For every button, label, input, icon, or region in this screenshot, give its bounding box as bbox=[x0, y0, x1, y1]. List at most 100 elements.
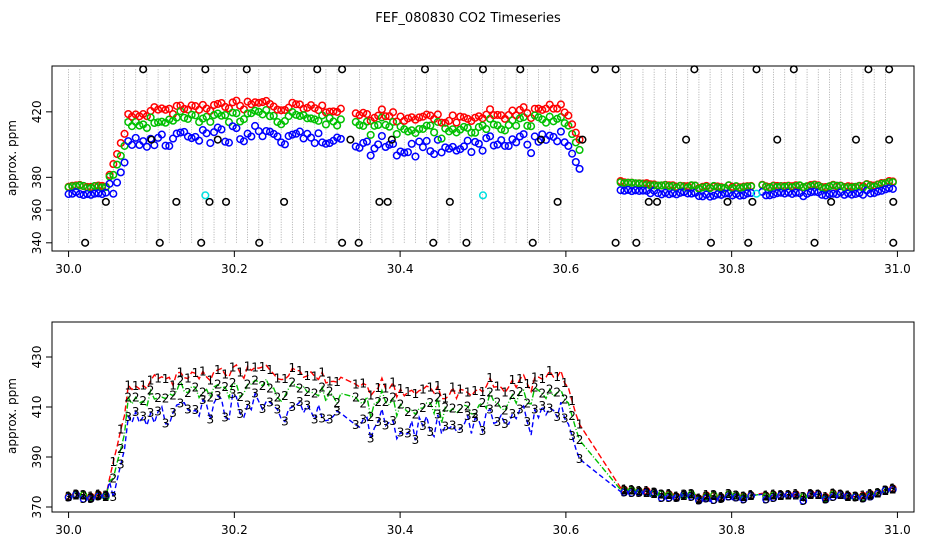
top-series-2-point bbox=[467, 128, 476, 137]
bottom-series-1-marker: 1 bbox=[206, 374, 214, 388]
bottom-series-3-marker: 3 bbox=[814, 488, 822, 502]
bottom-series-1-marker: 1 bbox=[688, 487, 696, 501]
bottom-series-2-marker: 2 bbox=[199, 385, 207, 399]
top-black-mid-point bbox=[375, 197, 384, 206]
top-series-3-point bbox=[627, 187, 636, 196]
top-series-3-point bbox=[318, 138, 327, 147]
bottom-series-2-marker: 2 bbox=[576, 433, 584, 447]
bottom-series-1-marker: 1 bbox=[882, 483, 890, 497]
bottom-series-3-marker: 3 bbox=[673, 491, 681, 505]
top-black-upper-point bbox=[147, 135, 156, 144]
bottom-series-1-marker: 1 bbox=[814, 487, 822, 501]
top-series-3-point bbox=[187, 134, 196, 143]
top-series-3-point bbox=[120, 158, 129, 167]
top-series-3-point bbox=[784, 188, 793, 197]
bottom-series-3-marker: 3 bbox=[382, 419, 390, 433]
top-series-3-point bbox=[418, 143, 427, 152]
top-series-2-point bbox=[687, 181, 696, 190]
bottom-overlay-point bbox=[650, 488, 659, 497]
bottom-series-2-marker: 2 bbox=[665, 488, 673, 502]
top-series-2-point bbox=[389, 117, 398, 126]
bottom-series-1-marker: 1 bbox=[389, 375, 397, 389]
bottom-series-1-marker: 1 bbox=[561, 376, 569, 390]
top-series-2-point bbox=[232, 109, 241, 118]
top-black-upper-point bbox=[885, 135, 894, 144]
top-series-1-point bbox=[571, 128, 580, 137]
top-series-3-point bbox=[803, 189, 812, 198]
top-series-3-point bbox=[321, 139, 330, 148]
top-series-3-point bbox=[657, 190, 666, 199]
bottom-series-2-marker: 2 bbox=[494, 396, 502, 410]
bottom-series-1-marker: 1 bbox=[87, 490, 95, 504]
top-series-3-point bbox=[411, 152, 420, 161]
bottom-overlay-point bbox=[657, 490, 666, 499]
bottom-series-1-marker: 1 bbox=[326, 375, 334, 389]
bottom-series-1-marker: 1 bbox=[259, 360, 267, 374]
top-black-mid-point bbox=[748, 197, 757, 206]
top-black-high-point bbox=[139, 65, 148, 74]
top-black-mid-point bbox=[889, 197, 898, 206]
top-series-3-point bbox=[94, 189, 103, 198]
top-black-mid-point bbox=[222, 197, 231, 206]
top-series-2-point bbox=[262, 105, 271, 115]
bottom-x-tick-label: 30.2 bbox=[221, 523, 248, 537]
bottom-series-3-marker: 3 bbox=[80, 492, 88, 506]
top-series-2-point bbox=[840, 183, 849, 192]
bottom-series-1-marker: 1 bbox=[725, 487, 733, 501]
bottom-series-2-marker: 2 bbox=[206, 390, 214, 404]
bottom-series-2-marker: 2 bbox=[628, 483, 636, 497]
bottom-series-3-marker: 3 bbox=[124, 410, 132, 424]
bottom-series-3-marker: 3 bbox=[184, 403, 192, 417]
top-series-1-point bbox=[362, 109, 372, 119]
top-series-1-point bbox=[556, 100, 565, 109]
bottom-series-2-marker: 2 bbox=[807, 488, 815, 502]
top-series-2-point bbox=[377, 113, 386, 122]
bottom-overlay-point bbox=[79, 495, 88, 503]
bottom-overlay-point bbox=[806, 490, 815, 499]
top-series-1-point bbox=[392, 117, 401, 126]
top-black-high-point bbox=[864, 65, 873, 74]
bottom-series-2-marker: 2 bbox=[65, 490, 73, 504]
bottom-overlay-point bbox=[724, 490, 733, 499]
bottom-series-2-marker: 2 bbox=[867, 488, 875, 502]
top-series-2-point bbox=[709, 181, 718, 191]
top-series-1-point bbox=[538, 105, 547, 114]
bottom-series-2-marker: 2 bbox=[524, 396, 532, 410]
bottom-series-1-marker: 1 bbox=[710, 489, 718, 503]
bottom-series-3-marker: 3 bbox=[441, 419, 449, 433]
top-black-low-point bbox=[528, 238, 537, 247]
bottom-series-3-marker: 3 bbox=[367, 432, 375, 446]
bottom-series-1-marker: 1 bbox=[680, 488, 688, 502]
top-series-3-point bbox=[668, 189, 677, 198]
top-black-mid-point bbox=[205, 197, 214, 206]
bottom-series-1-marker: 1 bbox=[404, 385, 412, 399]
top-series-2-point bbox=[825, 182, 834, 191]
top-series-3-point bbox=[762, 191, 771, 200]
bottom-series-2-marker: 2 bbox=[852, 489, 860, 503]
top-series-1-point bbox=[437, 118, 446, 127]
bottom-series-2-marker: 2 bbox=[117, 442, 125, 456]
top-series-2-point bbox=[541, 118, 551, 127]
bottom-series-2-marker: 2 bbox=[829, 487, 837, 501]
bottom-overlay-point bbox=[724, 492, 733, 501]
top-series-1-point bbox=[187, 101, 196, 110]
bottom-series-3-marker: 3 bbox=[785, 488, 793, 502]
top-black-low-point bbox=[744, 238, 753, 247]
bottom-series-2-marker: 2 bbox=[333, 396, 341, 410]
bottom-series-2-marker: 2 bbox=[486, 386, 494, 400]
bottom-series-3-marker: 3 bbox=[318, 412, 326, 426]
top-series-2-point bbox=[564, 121, 573, 130]
top-series-3-point bbox=[747, 188, 756, 198]
top-black-high-point bbox=[313, 65, 322, 74]
bottom-series-3-marker: 3 bbox=[501, 417, 509, 431]
bottom-series-2-marker: 2 bbox=[531, 381, 539, 395]
top-series-1-point bbox=[195, 105, 204, 114]
top-series-2-point bbox=[732, 182, 741, 191]
top-series-2-point bbox=[661, 181, 670, 190]
bottom-series-2-marker: 2 bbox=[844, 490, 852, 504]
top-black-upper-point bbox=[851, 135, 861, 144]
bottom-overlay-point bbox=[665, 493, 673, 502]
top-series-3-point bbox=[280, 140, 289, 149]
top-series-3-point bbox=[885, 184, 894, 193]
top-series-3-point bbox=[183, 132, 192, 141]
